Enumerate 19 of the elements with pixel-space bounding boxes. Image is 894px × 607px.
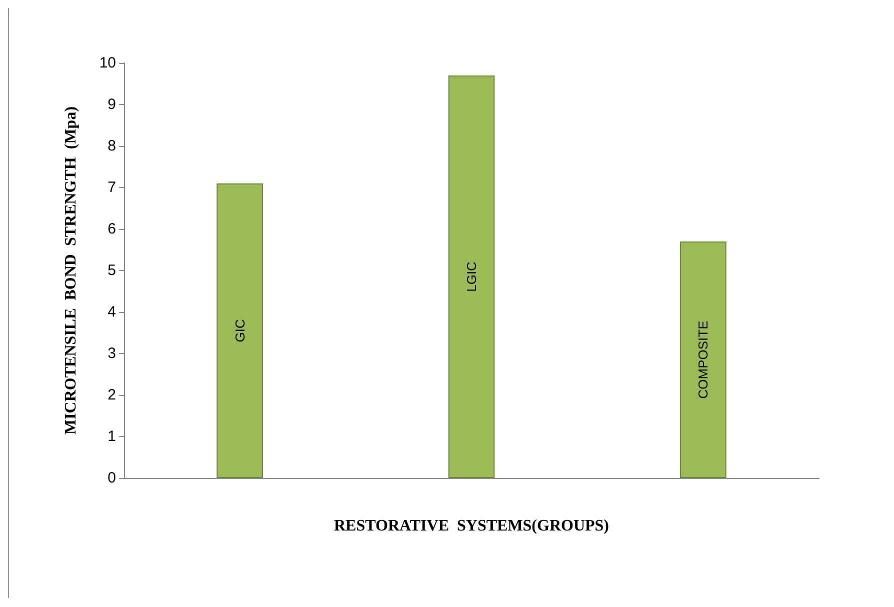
y-tick-label: 0 bbox=[108, 470, 116, 486]
y-tick-label: 9 bbox=[108, 96, 116, 113]
y-tick-label: 4 bbox=[108, 304, 116, 320]
y-tick-label: 10 bbox=[99, 54, 116, 72]
bar bbox=[448, 75, 495, 478]
y-tick-label: 5 bbox=[108, 262, 116, 279]
x-tick-label: LGIC bbox=[464, 262, 479, 292]
y-tick-label: 7 bbox=[108, 179, 116, 196]
bar bbox=[216, 183, 263, 478]
y-tick-label: 6 bbox=[108, 220, 116, 238]
x-tick-label: GIC bbox=[232, 319, 248, 342]
y-tick-label: 8 bbox=[108, 138, 116, 154]
y-tick-label: 1 bbox=[108, 428, 116, 445]
x-tick-label: COMPOSITE bbox=[696, 320, 711, 399]
y-axis-title: MICROTENSILE BOND STRENGTH (Mpa) bbox=[62, 106, 80, 435]
bar bbox=[680, 241, 726, 478]
x-axis-title: RESTORATIVE SYSTEMS(GROUPS) bbox=[334, 518, 610, 534]
y-tick-label: 2 bbox=[108, 386, 116, 404]
y-tick-label: 3 bbox=[108, 345, 116, 362]
